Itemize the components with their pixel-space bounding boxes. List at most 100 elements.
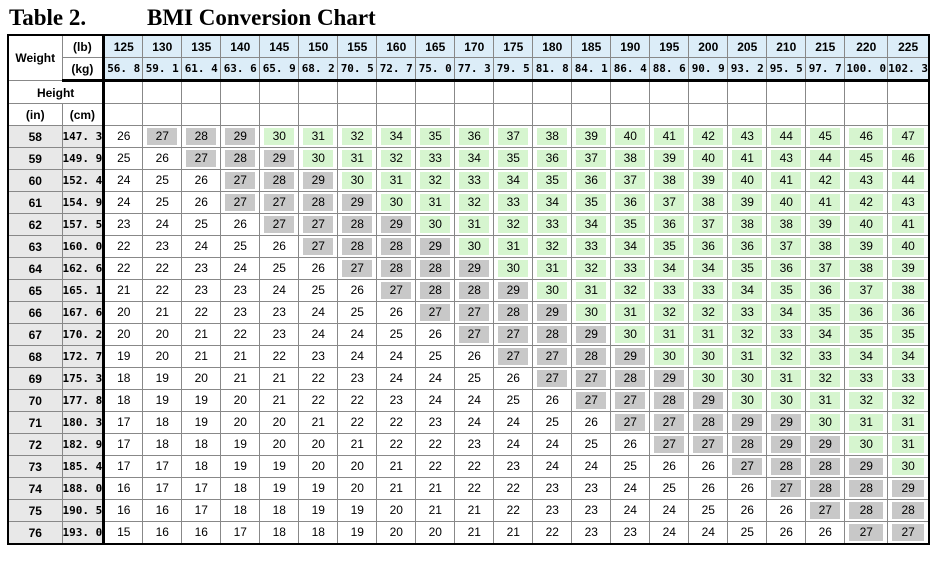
- weight-lb-row: Weight (lb) 125 130 135 140 145 150 155 160 165 170…: [7, 34, 930, 81]
- height-cm-cell: 193. 0: [61, 521, 106, 545]
- bmi-value-cell: 18: [181, 455, 222, 478]
- bmi-value: 23: [428, 415, 442, 429]
- bmi-value: 35: [498, 150, 529, 167]
- bmi-value: 17: [155, 459, 169, 473]
- weight-kg-cell: 68. 2: [298, 57, 339, 82]
- bmi-value-cell: 21: [259, 389, 300, 412]
- lb-unit-label: (lb): [61, 34, 106, 58]
- bmi-value: 19: [311, 503, 325, 517]
- bmi-value: 34: [576, 216, 607, 233]
- cm-unit-label: (cm): [61, 103, 106, 126]
- bmi-value: 36: [615, 194, 646, 211]
- bmi-value-cell: 27: [376, 279, 417, 302]
- bmi-value-cell: 34: [454, 147, 495, 170]
- bmi-value: 31: [892, 436, 924, 453]
- bmi-value-cell: 30: [727, 367, 768, 390]
- bmi-value-cell: 30: [337, 169, 378, 192]
- weight-kg-cell: 102. 3: [887, 57, 930, 82]
- table-row: 76 193. 0 15 16 16 17 18 18 19 20 20 21 21 22 23 23 24 24…: [7, 521, 930, 545]
- bmi-value: 31: [849, 414, 884, 431]
- weight-lb-cell: 155: [337, 34, 378, 58]
- bmi-value-cell: 20: [103, 301, 144, 324]
- bmi-value: 27: [537, 348, 568, 365]
- bmi-value: 36: [810, 282, 841, 299]
- bmi-value: 30: [892, 458, 924, 475]
- bmi-value-cell: 33: [766, 323, 807, 346]
- bmi-value: 41: [892, 216, 924, 233]
- empty-cell: [220, 80, 261, 104]
- bmi-value: 25: [194, 217, 208, 231]
- bmi-value-cell: 21: [181, 323, 222, 346]
- bmi-value: 28: [381, 260, 412, 277]
- weight-lb-cell: 165: [415, 34, 456, 58]
- height-cm-cell: 182. 9: [61, 433, 106, 456]
- weight-lb-cell: 145: [259, 34, 300, 58]
- weight-lb-cell: 140: [220, 34, 261, 58]
- weight-kg-cell: 88. 6: [649, 57, 690, 82]
- weight-kg-cell: 77. 3: [454, 57, 495, 82]
- bmi-value-cell: 27: [571, 389, 612, 412]
- height-cm-cell: 147. 3: [61, 125, 106, 148]
- bmi-value: 16: [117, 481, 131, 495]
- bmi-value-cell: 25: [610, 455, 651, 478]
- bmi-value: 22: [428, 437, 442, 451]
- bmi-value: 26: [779, 503, 793, 517]
- bmi-value-cell: 28: [887, 499, 930, 522]
- bmi-value-cell: 31: [532, 257, 573, 280]
- bmi-value-cell: 27: [649, 411, 690, 434]
- bmi-value-cell: 24: [454, 389, 495, 412]
- bmi-value: 40: [732, 172, 763, 189]
- bmi-value-cell: 28: [415, 257, 456, 280]
- bmi-value-cell: 29: [220, 125, 261, 148]
- bmi-value-cell: 22: [454, 455, 495, 478]
- bmi-value-cell: 25: [337, 301, 378, 324]
- bmi-value: 27: [147, 128, 178, 145]
- bmi-value: 46: [849, 128, 884, 145]
- bmi-value-cell: 28: [610, 367, 651, 390]
- bmi-value: 38: [849, 260, 884, 277]
- bmi-value-cell: 32: [493, 213, 534, 236]
- bmi-value-cell: 35: [610, 213, 651, 236]
- bmi-value: 27: [303, 216, 334, 233]
- bmi-value: 36: [693, 238, 724, 255]
- bmi-value-cell: 21: [181, 345, 222, 368]
- bmi-value-cell: 19: [220, 433, 261, 456]
- bmi-value-cell: 39: [649, 147, 690, 170]
- bmi-value: 26: [428, 327, 442, 341]
- bmi-value: 32: [342, 128, 373, 145]
- bmi-value-cell: 23: [454, 433, 495, 456]
- bmi-value-cell: 33: [610, 257, 651, 280]
- table-number: Table 2.: [9, 5, 87, 30]
- bmi-value-cell: 29: [454, 257, 495, 280]
- bmi-value-cell: 24: [610, 477, 651, 500]
- bmi-value: 38: [537, 128, 568, 145]
- bmi-value: 21: [350, 437, 364, 451]
- bmi-value-cell: 29: [688, 389, 729, 412]
- bmi-value: 36: [892, 304, 924, 321]
- bmi-value: 28: [342, 238, 373, 255]
- bmi-value: 25: [506, 393, 520, 407]
- bmi-value-cell: 22: [181, 301, 222, 324]
- bmi-value-cell: 28: [298, 191, 339, 214]
- bmi-value-cell: 23: [571, 521, 612, 545]
- bmi-value: 24: [311, 305, 325, 319]
- bmi-value-cell: 27: [844, 521, 889, 545]
- bmi-value: 23: [545, 481, 559, 495]
- weight-kg-cell: 95. 5: [766, 57, 807, 82]
- bmi-value-cell: 34: [727, 279, 768, 302]
- bmi-value-cell: 25: [181, 213, 222, 236]
- bmi-value: 28: [693, 414, 724, 431]
- bmi-value: 23: [623, 525, 637, 539]
- bmi-value-cell: 28: [337, 235, 378, 258]
- bmi-value-cell: 29: [376, 213, 417, 236]
- empty-cell: [376, 103, 417, 126]
- bmi-value: 23: [506, 459, 520, 473]
- bmi-value: 22: [350, 415, 364, 429]
- weight-kg-cell: 59. 1: [142, 57, 183, 82]
- bmi-value-cell: 20: [220, 389, 261, 412]
- bmi-value-cell: 19: [142, 367, 183, 390]
- bmi-value-cell: 20: [259, 411, 300, 434]
- weight-lb-cell: 130: [142, 34, 183, 58]
- height-cm-cell: 154. 9: [61, 191, 106, 214]
- bmi-value-cell: 27: [415, 301, 456, 324]
